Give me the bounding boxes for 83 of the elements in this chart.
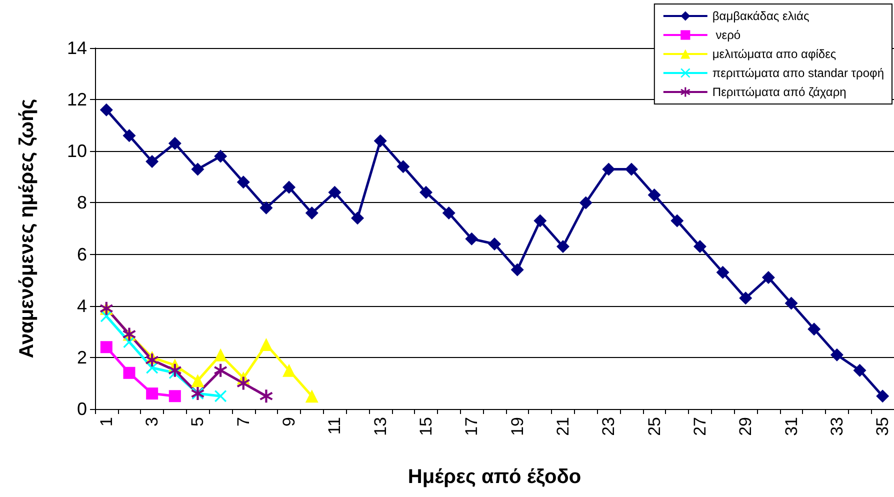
point (556, 240, 570, 254)
point (739, 292, 752, 305)
legend-label: Περιττώματα από ζάχαρη (712, 85, 846, 99)
x-tick-label: 25 (644, 417, 664, 436)
point (305, 390, 318, 403)
x-tick-label: 13 (370, 417, 390, 436)
point (214, 348, 228, 362)
point (442, 206, 456, 220)
point (214, 150, 228, 163)
y-axis-title: Αναμενόμενες ημέρες ζωής (16, 98, 38, 358)
point (168, 136, 182, 150)
point (214, 364, 228, 377)
point (579, 196, 592, 210)
point (146, 354, 159, 367)
point (282, 364, 296, 377)
point (670, 214, 684, 228)
point (830, 348, 844, 362)
x-tick-label: 27 (690, 417, 710, 436)
point (716, 266, 730, 279)
legend-label: μελιτώματα απο αφίδες (712, 47, 836, 61)
point (100, 341, 112, 354)
point (305, 206, 318, 220)
x-tick-label: 23 (599, 417, 618, 436)
point (100, 103, 113, 116)
point (351, 212, 364, 225)
x-tick-label: 3 (142, 417, 162, 426)
point (260, 201, 273, 214)
y-tick-label: 12 (66, 90, 87, 110)
legend-label: βαμβακάδας ελιάς (712, 9, 810, 23)
y-tick-label: 2 (76, 347, 87, 368)
point (808, 322, 821, 336)
point (236, 376, 250, 390)
point (236, 176, 250, 189)
point (762, 270, 775, 284)
x-tick-label: 7 (234, 417, 253, 426)
point (191, 162, 204, 176)
legend-label: περιττώματα απο standar τροφή (712, 66, 884, 80)
x-tick-label: 19 (508, 417, 527, 436)
x-tick-label: 5 (188, 417, 208, 426)
point (420, 186, 433, 199)
y-tick-label: 8 (76, 192, 87, 213)
point (853, 364, 866, 377)
x-tick-label: 11 (325, 417, 344, 435)
point (693, 240, 706, 254)
point (191, 374, 204, 388)
point (260, 390, 273, 403)
x-tick-label: 35 (873, 417, 892, 436)
x-tick-label: 9 (280, 417, 299, 426)
y-tick-label: 6 (76, 244, 87, 264)
point (214, 390, 227, 402)
point (624, 162, 638, 176)
point (260, 338, 273, 352)
point (122, 129, 136, 142)
point (876, 390, 890, 403)
point (465, 232, 478, 246)
point (510, 263, 524, 276)
x-axis-title: Ημέρες από έξοδο (408, 466, 582, 488)
point (396, 160, 410, 174)
x-tick-label: 21 (553, 417, 572, 436)
point (168, 390, 181, 402)
point (146, 388, 158, 400)
x-tick-label: 33 (827, 417, 846, 436)
y-tick-label: 4 (76, 296, 87, 316)
point (168, 364, 182, 377)
x-tick-label: 1 (96, 417, 116, 426)
x-tick-label: 17 (462, 417, 482, 436)
point (602, 162, 616, 176)
point (328, 186, 342, 199)
point (374, 134, 387, 148)
point (146, 154, 159, 168)
legend-label: νερό (712, 28, 741, 42)
x-tick-label: 29 (736, 417, 756, 436)
x-tick-label: 15 (416, 417, 436, 436)
x-tick-label: 31 (782, 417, 801, 436)
point (534, 214, 547, 228)
point (488, 237, 501, 250)
point (648, 188, 661, 202)
point (784, 296, 798, 310)
y-tick-label: 10 (66, 141, 87, 162)
point (282, 180, 296, 194)
point (123, 366, 136, 379)
y-tick-label: 14 (66, 38, 87, 58)
y-tick-label: 0 (76, 399, 87, 419)
